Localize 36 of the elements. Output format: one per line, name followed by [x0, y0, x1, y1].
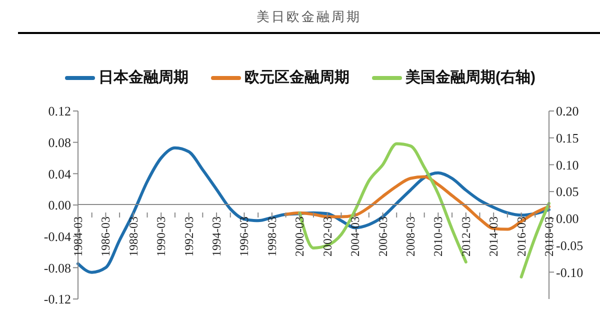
x-tick-label: 1986-03 [98, 216, 113, 256]
x-tick-label: 2014-03 [486, 216, 501, 256]
y-tick-label: 0.04 [48, 166, 72, 182]
y2-tick-label: 0.15 [556, 130, 579, 146]
x-tick-label: 2012-03 [458, 216, 473, 256]
legend-label: 欧元区金融周期 [244, 68, 350, 87]
x-tick-label: 2006-03 [376, 216, 390, 256]
y-tick-label: -0.08 [44, 260, 71, 276]
y2-tick-label: 0.00 [556, 211, 579, 226]
y2-tick-label: 0.20 [556, 104, 579, 119]
x-tick-label: 2010-03 [431, 216, 446, 256]
x-tick-label: 1988-03 [126, 216, 140, 256]
y2-tick-label: 0.05 [556, 184, 579, 200]
x-tick-label: 1994-03 [210, 216, 224, 256]
y2-tick-label: 0.10 [556, 157, 579, 172]
y2-tick-label: -0.05 [556, 238, 584, 253]
x-tick-label: 1984-03 [71, 216, 85, 256]
x-tick-label: 2004-03 [348, 216, 362, 256]
y-tick-label: -0.12 [44, 292, 71, 307]
x-tick-label: 2016-03 [514, 216, 528, 256]
x-tick-label: 2008-03 [403, 216, 418, 256]
legend-label: 美国金融周期(右轴) [406, 68, 536, 87]
chart-title: 美日欧金融周期 [18, 8, 600, 34]
x-tick-label: 1998-03 [264, 216, 279, 256]
x-tick-label: 2002-03 [320, 216, 334, 256]
legend-label: 日本金融周期 [98, 68, 188, 87]
y-tick-label: 0.08 [48, 134, 71, 150]
x-tick-label: 2000-03 [292, 216, 307, 256]
y-tick-label: 0.00 [48, 198, 71, 213]
x-tick-label: 1992-03 [182, 216, 196, 256]
x-tick-label: 2018-03 [542, 216, 556, 256]
y-tick-label: 0.12 [48, 104, 71, 119]
y2-tick-label: -0.10 [556, 264, 584, 280]
x-tick-label: 1990-03 [154, 216, 168, 256]
y-tick-label: -0.04 [44, 228, 72, 244]
x-tick-label: 1996-03 [237, 216, 252, 256]
